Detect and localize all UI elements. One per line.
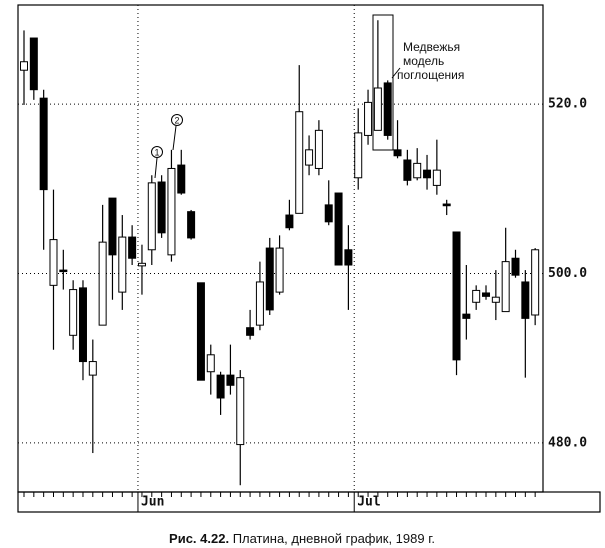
candle-body [452, 231, 461, 361]
candle-body [255, 281, 264, 326]
caption-text: Платина, дневной график, 1989 г. [233, 531, 435, 546]
candle-body [78, 287, 87, 363]
y-tick-label: 480.0 [548, 435, 587, 450]
candle-body [285, 214, 294, 229]
candle-body [108, 197, 117, 256]
candle-body [334, 192, 343, 266]
candle-body [196, 282, 205, 381]
candle-body [423, 169, 432, 179]
candle-body [432, 169, 441, 186]
candle-body [531, 249, 540, 316]
annotation-text: модель [403, 54, 444, 68]
candle-body [462, 313, 471, 319]
caption: Рис. 4.22. Платина, дневной график, 1989… [169, 531, 435, 546]
caption-label: Рис. 4.22. [169, 531, 229, 546]
annotation-text: Медвежья [403, 40, 460, 54]
y-tick-label: 520.0 [548, 97, 587, 112]
candle-body [344, 249, 353, 266]
candle-body [98, 241, 107, 326]
candle-body [216, 374, 225, 399]
y-tick-label: 500.0 [548, 266, 587, 281]
candle-body [39, 97, 48, 191]
annotation-arrow [391, 67, 401, 79]
candle-body [20, 61, 28, 71]
highlight-box [372, 14, 394, 151]
x-tick-label: Jul [357, 495, 380, 510]
candle-body [118, 236, 127, 293]
candle-body [511, 257, 520, 276]
candle-body [69, 289, 78, 336]
candle-body [442, 203, 451, 207]
annotation-text: поглощения [397, 68, 464, 82]
candle-body [59, 269, 68, 273]
marker-line [172, 125, 177, 151]
candle-body [275, 247, 284, 293]
candle-body [364, 101, 373, 136]
candle-body [246, 327, 255, 336]
candle-body [305, 149, 314, 166]
marker-label: 2 [174, 115, 179, 125]
marker-label: 1 [154, 147, 159, 157]
candle-body [206, 354, 215, 373]
marker-circle [151, 146, 163, 158]
candle-body [265, 247, 274, 311]
candle-body [314, 129, 323, 169]
candle-body [491, 296, 500, 303]
candle-body [128, 236, 137, 259]
candle-body [226, 374, 235, 386]
candle-body [373, 87, 382, 131]
candle-body [324, 204, 333, 223]
candle-body [49, 239, 58, 286]
candle-body [472, 289, 481, 303]
candle-body [88, 361, 97, 376]
candle-body [482, 292, 491, 297]
candle-body [383, 82, 392, 136]
candle-body [501, 261, 510, 313]
candle-body [403, 159, 412, 181]
candle-body [147, 182, 156, 251]
candle-body [521, 281, 530, 319]
candle-body [137, 262, 146, 267]
candle-body [393, 149, 402, 157]
candle-body [354, 132, 363, 179]
candle-body [413, 162, 422, 179]
candle-body [295, 111, 304, 214]
candle-body [177, 164, 186, 194]
candle-body [29, 37, 38, 91]
candle-body [167, 167, 176, 256]
marker-circle [171, 114, 183, 126]
candle-body [187, 211, 196, 239]
x-tick-label: Jun [141, 495, 164, 510]
candle-body [157, 181, 166, 234]
candle-body [236, 377, 245, 446]
marker-line [154, 157, 158, 179]
